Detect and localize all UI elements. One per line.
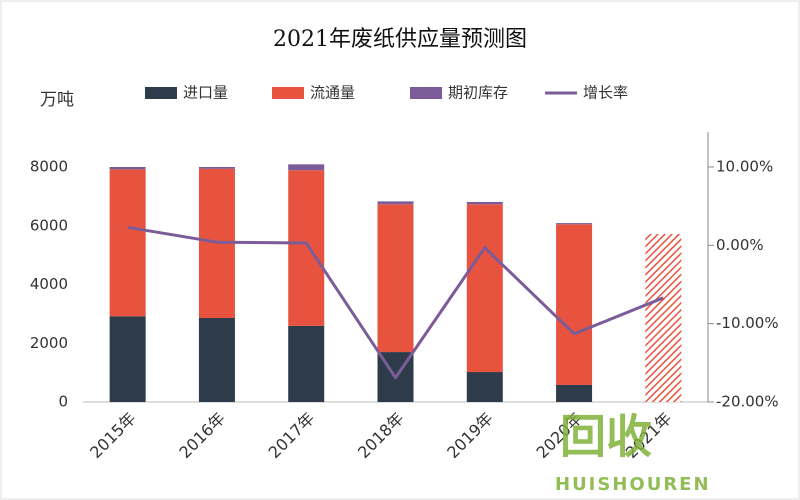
y2-tick-label: 10.00% <box>716 158 773 176</box>
bar-segment <box>377 204 414 353</box>
y-tick-label: 8000 <box>30 158 68 176</box>
bar-segment <box>288 164 325 171</box>
y2-tick-label: 0.00% <box>716 236 764 254</box>
legend-swatch <box>145 87 177 99</box>
legend-swatch <box>272 87 304 99</box>
y2-tick-label: -20.00% <box>716 393 779 411</box>
bar-segment <box>466 204 503 373</box>
bar-segment <box>377 201 414 205</box>
bar-segment <box>645 233 682 402</box>
bar-segment <box>109 167 146 170</box>
legend-swatch <box>410 87 442 99</box>
bar-segment <box>288 170 325 326</box>
bar-segment <box>466 372 503 402</box>
y-tick-label: 6000 <box>30 216 68 234</box>
y-axis-label: 万吨 <box>40 90 74 110</box>
bar-segment <box>109 169 146 317</box>
legend-label: 增长率 <box>583 84 628 102</box>
legend-label: 流通量 <box>310 84 355 102</box>
bar-segment <box>288 325 325 402</box>
legend-label: 进口量 <box>183 84 228 102</box>
bar-segment <box>109 316 146 402</box>
bar-segment <box>198 167 235 169</box>
legend-label: 期初库存 <box>448 84 508 102</box>
bar-segment <box>466 201 503 205</box>
y-tick-label: 2000 <box>30 334 68 352</box>
bar-segment <box>198 317 235 402</box>
watermark: HUISHOUREN <box>555 474 711 495</box>
watermark: 回收 <box>560 410 652 464</box>
chart-title: 2021年废纸供应量预测图 <box>273 27 527 52</box>
y-tick-label: 0 <box>58 393 68 411</box>
bar-segment <box>556 223 593 225</box>
y-tick-label: 4000 <box>30 275 68 293</box>
line-series <box>127 225 664 380</box>
bar-segment <box>556 384 593 402</box>
y2-tick-label: -10.00% <box>716 314 779 332</box>
bar-segment <box>556 224 593 385</box>
